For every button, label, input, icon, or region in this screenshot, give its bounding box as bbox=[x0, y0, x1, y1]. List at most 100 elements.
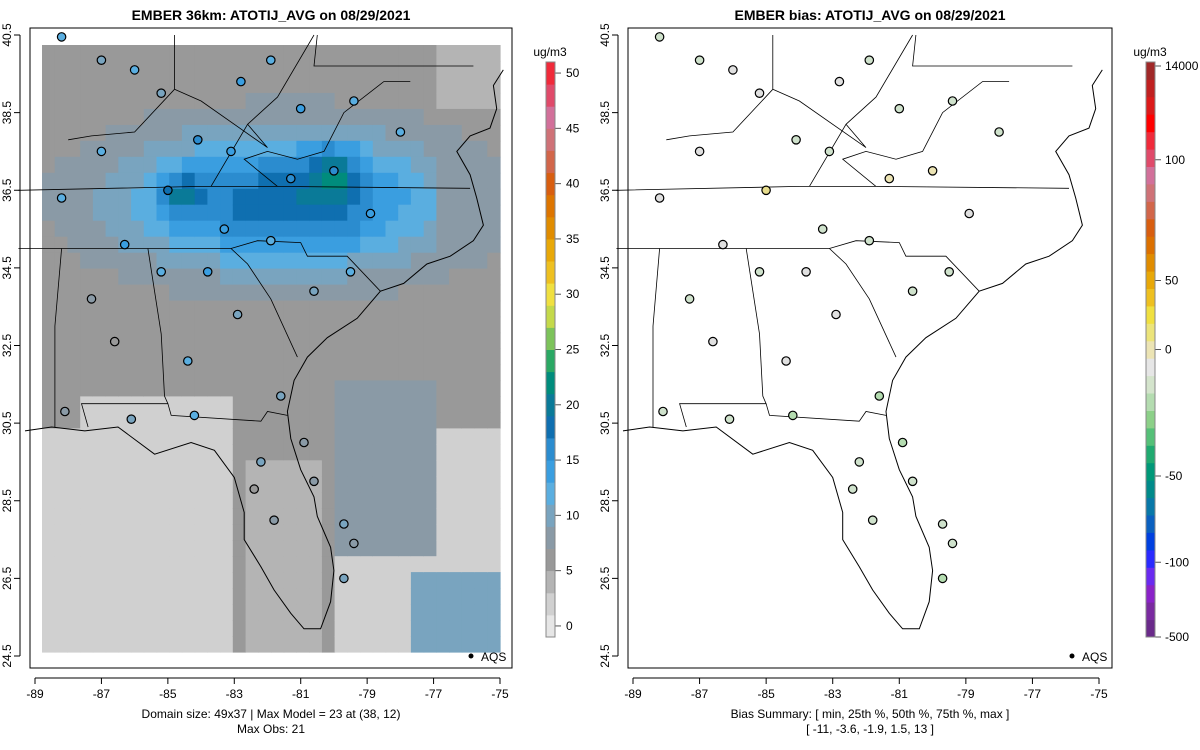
model-grid-cell bbox=[169, 156, 183, 174]
model-grid-cell bbox=[487, 172, 501, 190]
model-grid-cell bbox=[347, 188, 361, 206]
y-tick-label: 32.5 bbox=[598, 333, 612, 357]
model-grid-cell bbox=[143, 252, 158, 270]
model-grid-cell bbox=[232, 636, 247, 653]
model-grid-cell bbox=[181, 508, 196, 525]
model-grid-cell bbox=[283, 508, 297, 525]
model-grid-cell bbox=[42, 364, 56, 382]
model-grid-cell bbox=[347, 588, 361, 605]
model-grid-cell bbox=[321, 476, 336, 493]
model-grid-cell bbox=[347, 428, 361, 445]
model-grid-cell bbox=[347, 300, 361, 318]
model-grid-cell bbox=[436, 588, 450, 605]
model-grid-cell bbox=[334, 412, 348, 429]
model-grid-cell bbox=[398, 364, 412, 382]
model-grid-cell bbox=[321, 300, 336, 318]
station-marker bbox=[156, 88, 166, 98]
model-grid-cell bbox=[131, 524, 145, 541]
model-grid-cell bbox=[334, 92, 348, 110]
model-grid-cell bbox=[347, 460, 361, 477]
model-grid-cell bbox=[207, 524, 221, 541]
model-grid-cell bbox=[258, 556, 272, 573]
x-tick-label: -81 bbox=[292, 687, 310, 701]
model-grid-cell bbox=[296, 364, 310, 382]
model-grid-cell bbox=[54, 316, 68, 334]
state-boundary bbox=[167, 403, 288, 422]
model-grid-cell bbox=[258, 284, 272, 302]
model-grid-cell bbox=[143, 204, 158, 222]
model-grid-cell bbox=[207, 300, 221, 318]
model-grid-cell bbox=[398, 92, 412, 110]
model-grid-cell bbox=[143, 220, 158, 238]
model-grid-cell bbox=[474, 45, 488, 62]
x-tick-label: -81 bbox=[891, 687, 909, 701]
model-grid-cell bbox=[487, 540, 501, 557]
model-grid-cell bbox=[42, 444, 56, 461]
colorbar-tick-label: 20 bbox=[566, 398, 580, 412]
model-grid-cell bbox=[42, 172, 56, 190]
model-grid-cell bbox=[156, 204, 170, 222]
model-grid-cell bbox=[309, 636, 323, 653]
colorbar-swatch bbox=[1146, 305, 1155, 324]
model-grid-cell bbox=[118, 284, 132, 302]
colorbar-swatch bbox=[546, 438, 555, 461]
model-grid-cell bbox=[461, 556, 476, 573]
model-grid-cell bbox=[309, 348, 323, 366]
model-grid-cell bbox=[194, 476, 208, 493]
model-grid-cell bbox=[372, 252, 387, 270]
model-grid-cell bbox=[143, 412, 158, 429]
model-grid-cell bbox=[347, 61, 361, 78]
model-grid-cell bbox=[181, 284, 196, 302]
model-grid-cell bbox=[181, 156, 196, 174]
model-grid-cell bbox=[309, 492, 323, 509]
model-grid-cell bbox=[436, 396, 450, 413]
model-grid-cell bbox=[207, 556, 221, 573]
model-grid-cell bbox=[449, 124, 463, 142]
model-grid-cell bbox=[436, 316, 450, 334]
model-grid-cell bbox=[54, 524, 68, 541]
model-grid-cell bbox=[220, 284, 234, 302]
model-grid-cell bbox=[487, 204, 501, 222]
model-grid-cell bbox=[156, 236, 170, 254]
model-grid-cell bbox=[220, 492, 234, 509]
model-grid-cell bbox=[321, 412, 336, 429]
model-grid-cell bbox=[118, 620, 132, 637]
model-grid-cell bbox=[245, 300, 259, 318]
station-marker bbox=[249, 484, 259, 494]
colorbar-swatch bbox=[546, 305, 555, 328]
model-grid-cell bbox=[258, 540, 272, 557]
station-marker bbox=[817, 224, 828, 234]
model-grid-cell bbox=[258, 348, 272, 366]
model-grid-cell bbox=[169, 140, 183, 158]
model-grid-cell bbox=[245, 108, 259, 126]
colorbar-swatch bbox=[546, 238, 555, 262]
model-grid-cell bbox=[296, 188, 310, 206]
station-marker bbox=[395, 127, 406, 137]
model-grid-cell bbox=[347, 45, 361, 62]
model-grid-cell bbox=[271, 556, 285, 573]
station-marker bbox=[56, 193, 67, 203]
model-grid-cell bbox=[207, 572, 221, 589]
model-grid-cell bbox=[334, 172, 348, 190]
model-grid-cell bbox=[207, 76, 221, 94]
model-grid-cell bbox=[385, 140, 399, 158]
model-grid-cell bbox=[398, 428, 412, 445]
model-grid-cell bbox=[258, 252, 272, 270]
model-grid-cell bbox=[372, 172, 387, 190]
model-grid-cell bbox=[194, 524, 208, 541]
model-grid-cell bbox=[143, 156, 158, 174]
model-grid-cell bbox=[385, 92, 399, 110]
model-grid-cell bbox=[296, 604, 310, 621]
model-grid-cell bbox=[118, 76, 132, 94]
model-grid-cell bbox=[169, 348, 183, 366]
model-grid-cell bbox=[220, 268, 234, 286]
x-tick-label: -89 bbox=[26, 687, 44, 701]
y-tick-label: 30.5 bbox=[0, 411, 14, 435]
model-grid-cell bbox=[232, 444, 247, 461]
model-grid-cell bbox=[54, 92, 68, 110]
model-grid-cell bbox=[54, 61, 68, 78]
model-grid-cell bbox=[131, 492, 145, 509]
model-grid-cell bbox=[385, 204, 399, 222]
model-grid-cell bbox=[80, 140, 94, 158]
model-grid-cell bbox=[487, 380, 501, 397]
